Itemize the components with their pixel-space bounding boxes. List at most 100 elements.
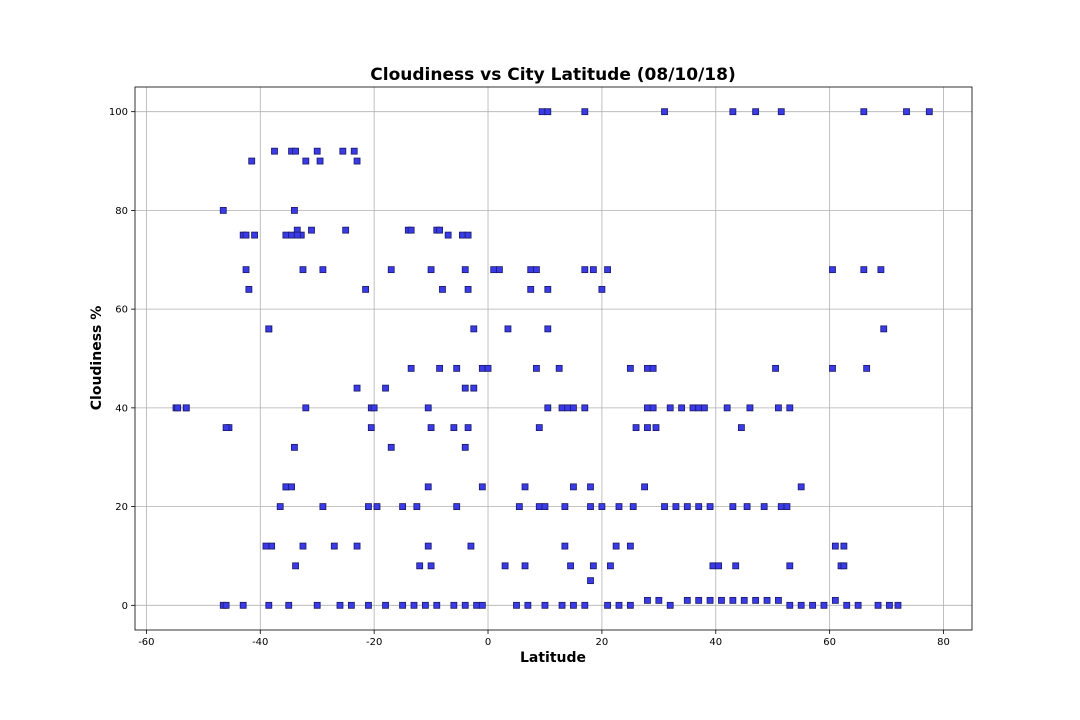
data-point xyxy=(777,503,785,510)
data-point xyxy=(561,503,569,510)
data-point xyxy=(527,266,535,274)
data-point xyxy=(239,601,247,609)
x-tick-label: 80 xyxy=(937,637,950,648)
data-point xyxy=(538,108,546,116)
data-point xyxy=(570,483,577,491)
data-point xyxy=(604,601,611,609)
data-point xyxy=(661,108,668,116)
data-point xyxy=(362,285,370,293)
data-point xyxy=(925,108,933,116)
x-tick-label: 20 xyxy=(596,637,609,648)
data-point xyxy=(829,364,836,372)
data-point xyxy=(589,562,597,570)
data-point xyxy=(453,364,461,372)
data-point xyxy=(424,542,432,550)
data-point xyxy=(387,443,395,451)
data-point xyxy=(544,404,552,412)
data-point xyxy=(316,157,324,165)
data-point xyxy=(319,266,327,274)
data-point xyxy=(612,542,620,550)
data-point xyxy=(689,404,697,412)
x-tick-label: 60 xyxy=(823,637,836,648)
data-point xyxy=(615,503,623,510)
data-point xyxy=(288,483,295,491)
data-point xyxy=(453,503,461,510)
data-point xyxy=(461,384,469,392)
data-point xyxy=(626,364,634,372)
data-point xyxy=(302,157,310,165)
data-point xyxy=(541,601,549,609)
x-tick-label: -20 xyxy=(366,637,382,648)
data-point xyxy=(746,404,754,412)
data-point xyxy=(527,285,535,293)
x-tick-label: 0 xyxy=(485,637,491,648)
data-point xyxy=(436,226,444,234)
data-point xyxy=(555,364,563,372)
data-point xyxy=(524,601,532,609)
data-point xyxy=(427,562,435,570)
data-point xyxy=(450,601,458,609)
data-point xyxy=(607,562,614,570)
data-point xyxy=(496,266,503,274)
data-point xyxy=(521,562,529,570)
data-point xyxy=(251,231,258,239)
data-point xyxy=(564,404,572,412)
data-point xyxy=(484,364,492,372)
data-point xyxy=(629,503,637,510)
data-point xyxy=(615,601,623,609)
data-point xyxy=(424,483,432,491)
data-point xyxy=(461,266,469,274)
data-point xyxy=(433,601,441,609)
data-point xyxy=(700,404,708,412)
data-point xyxy=(655,596,663,604)
data-point xyxy=(863,364,871,372)
data-point xyxy=(661,503,668,510)
data-point xyxy=(330,542,338,550)
data-point xyxy=(558,404,566,412)
data-point xyxy=(461,601,469,609)
data-point xyxy=(533,266,540,274)
data-point xyxy=(752,108,760,116)
data-point xyxy=(860,266,868,274)
data-point xyxy=(544,108,552,116)
data-point xyxy=(387,266,395,274)
data-point xyxy=(732,562,740,570)
data-point xyxy=(293,231,301,239)
data-point xyxy=(382,601,389,609)
data-point xyxy=(288,231,295,239)
data-point xyxy=(880,325,888,333)
data-point xyxy=(410,601,418,609)
y-tick-label: 80 xyxy=(115,206,128,217)
data-point xyxy=(271,147,278,155)
data-point xyxy=(598,285,606,293)
data-point xyxy=(666,601,674,609)
data-point xyxy=(464,285,472,293)
data-point xyxy=(439,285,446,293)
data-point xyxy=(729,503,737,510)
data-point xyxy=(222,424,230,432)
data-point xyxy=(843,601,851,609)
data-point xyxy=(649,404,657,412)
data-point xyxy=(581,404,589,412)
data-point xyxy=(515,503,523,510)
data-point xyxy=(353,384,361,392)
data-point xyxy=(541,503,549,510)
data-point xyxy=(831,596,839,604)
y-tick-label: 60 xyxy=(115,305,128,316)
data-point xyxy=(632,424,640,432)
data-point xyxy=(473,601,481,609)
axis-ticks: -60 -40 -20 0 20 40 60 80 0 20 40 60 80 100 xyxy=(109,107,950,648)
data-point xyxy=(797,601,805,609)
data-point xyxy=(644,364,651,372)
data-point xyxy=(268,542,276,550)
data-point xyxy=(407,364,415,372)
data-point xyxy=(641,483,648,491)
data-point xyxy=(458,231,466,239)
data-point xyxy=(683,503,691,510)
data-point xyxy=(464,231,472,239)
data-point xyxy=(302,404,310,412)
data-point xyxy=(786,562,794,570)
data-point xyxy=(282,231,290,239)
data-point xyxy=(740,596,748,604)
data-point xyxy=(347,601,355,609)
